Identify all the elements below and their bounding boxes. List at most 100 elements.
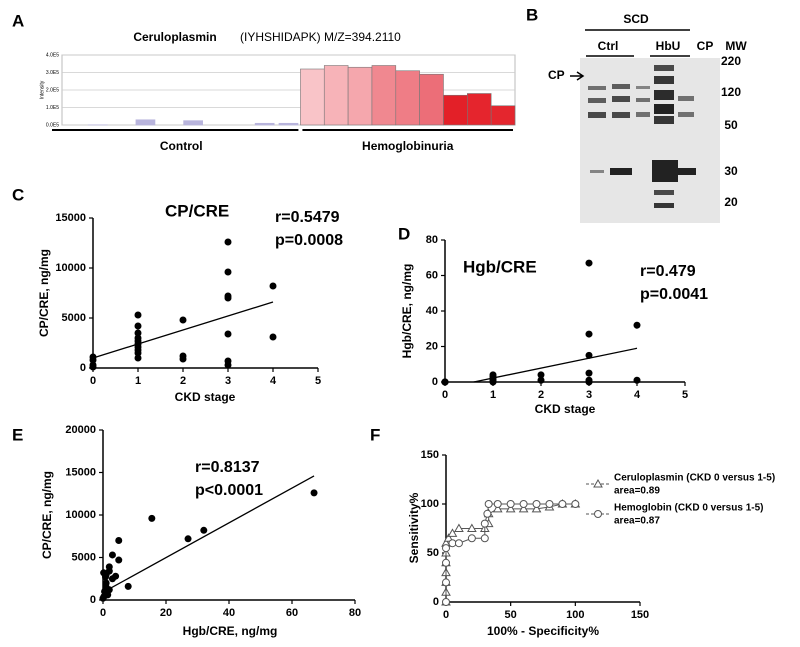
data-point	[442, 558, 450, 567]
y-axis-label: CP/CRE, ng/mg	[37, 249, 51, 337]
y-tick-label: 1.0E5	[46, 105, 59, 111]
y-tick-label: 4.0E5	[46, 52, 59, 58]
arrow-label: CP	[548, 68, 565, 82]
bar	[183, 120, 203, 126]
bar	[419, 73, 444, 126]
data-point	[467, 523, 477, 532]
group-label: Control	[160, 139, 203, 153]
data-point	[585, 351, 593, 359]
data-point	[585, 378, 593, 386]
panel-label: F	[370, 425, 380, 444]
data-point	[484, 500, 493, 508]
legend-marker	[593, 478, 603, 488]
annotation: p<0.0001	[195, 482, 263, 499]
annotation: p=0.0008	[275, 232, 343, 249]
roc-line	[445, 503, 576, 602]
mw-header: MW	[725, 39, 747, 53]
data-point	[269, 282, 277, 290]
data-point	[179, 355, 187, 363]
data-point	[134, 349, 142, 357]
x-tick-label: 40	[223, 607, 235, 619]
data-point	[134, 311, 142, 319]
x-tick-label: 0	[100, 607, 106, 619]
data-point	[531, 503, 542, 513]
data-point	[100, 569, 108, 577]
data-point	[454, 523, 464, 532]
x-tick-label: 1	[135, 375, 141, 387]
chart-title: CP/CRE	[165, 201, 229, 220]
data-point	[108, 575, 116, 583]
x-tick-label: 0	[443, 609, 449, 621]
data-point	[134, 322, 142, 330]
legend-label: Ceruloplasmin (CKD 0 versus 1-5)	[614, 473, 775, 484]
lane-label: HbU	[656, 39, 681, 53]
data-point	[493, 500, 502, 508]
x-tick-label: 1	[490, 389, 496, 401]
fit-line	[102, 475, 315, 593]
x-tick-label: 4	[270, 375, 277, 387]
x-tick-label: 100	[566, 609, 584, 621]
y-tick-label: 0.0E5	[46, 122, 59, 128]
x-axis-label: CKD stage	[175, 390, 236, 404]
data-point	[442, 544, 450, 553]
mw-marker: 120	[721, 85, 741, 99]
data-point	[104, 591, 112, 599]
blot-group: SCD	[623, 12, 649, 26]
bar	[467, 93, 492, 126]
data-point	[148, 514, 156, 522]
x-tick-label: 5	[682, 389, 688, 401]
x-tick-label: 3	[586, 389, 592, 401]
mw-marker: 220	[721, 54, 741, 68]
bar	[371, 65, 397, 126]
data-point	[310, 489, 318, 497]
data-point	[124, 582, 132, 590]
roc-line	[445, 503, 576, 602]
group-label: Hemoglobinuria	[362, 139, 454, 153]
data-point	[633, 321, 641, 329]
x-tick-label: 2	[180, 375, 186, 387]
data-point	[224, 330, 232, 338]
chart-subtitle: (IYHSHIDAPK) M/Z=394.2110	[240, 30, 401, 44]
data-point	[492, 503, 503, 513]
data-point	[105, 567, 113, 575]
data-point	[518, 503, 529, 513]
x-tick-label: 5	[315, 375, 321, 387]
data-point	[89, 356, 97, 364]
panel-label: A	[12, 11, 24, 30]
legend-annotation: area=0.87	[614, 516, 660, 527]
y-tick-label: 50	[427, 547, 439, 559]
data-point	[442, 598, 450, 606]
fit-line	[92, 301, 274, 359]
y-axis-label: Intensity	[39, 80, 45, 99]
y-tick-label: 100	[421, 498, 439, 510]
blot-image	[580, 58, 720, 223]
lane-label: Ctrl	[598, 39, 619, 53]
data-point	[506, 500, 515, 508]
data-point	[454, 539, 463, 548]
y-tick-label: 20000	[65, 424, 96, 436]
annotation: r=0.479	[640, 263, 696, 280]
y-tick-label: 10000	[55, 262, 86, 274]
data-point	[585, 330, 593, 338]
data-point	[224, 294, 232, 302]
x-tick-label: 0	[442, 389, 448, 401]
data-point	[480, 534, 489, 543]
data-point	[224, 268, 232, 276]
panel-label: E	[12, 425, 23, 444]
data-point	[505, 503, 516, 513]
data-point	[571, 500, 580, 508]
blot-bands	[588, 65, 696, 208]
bar	[347, 66, 373, 126]
data-point	[545, 500, 554, 508]
x-tick-label: 0	[90, 375, 96, 387]
bar	[395, 70, 420, 126]
data-point	[441, 378, 449, 386]
y-axis-label: CP/CRE, ng/mg	[40, 471, 54, 559]
data-point	[89, 363, 97, 371]
y-tick-label: 15000	[65, 466, 96, 478]
y-tick-label: 2.0E5	[46, 87, 59, 93]
data-point	[134, 354, 142, 362]
panel-label: D	[398, 224, 410, 243]
y-tick-label: 0	[433, 596, 439, 608]
x-tick-label: 80	[349, 607, 361, 619]
